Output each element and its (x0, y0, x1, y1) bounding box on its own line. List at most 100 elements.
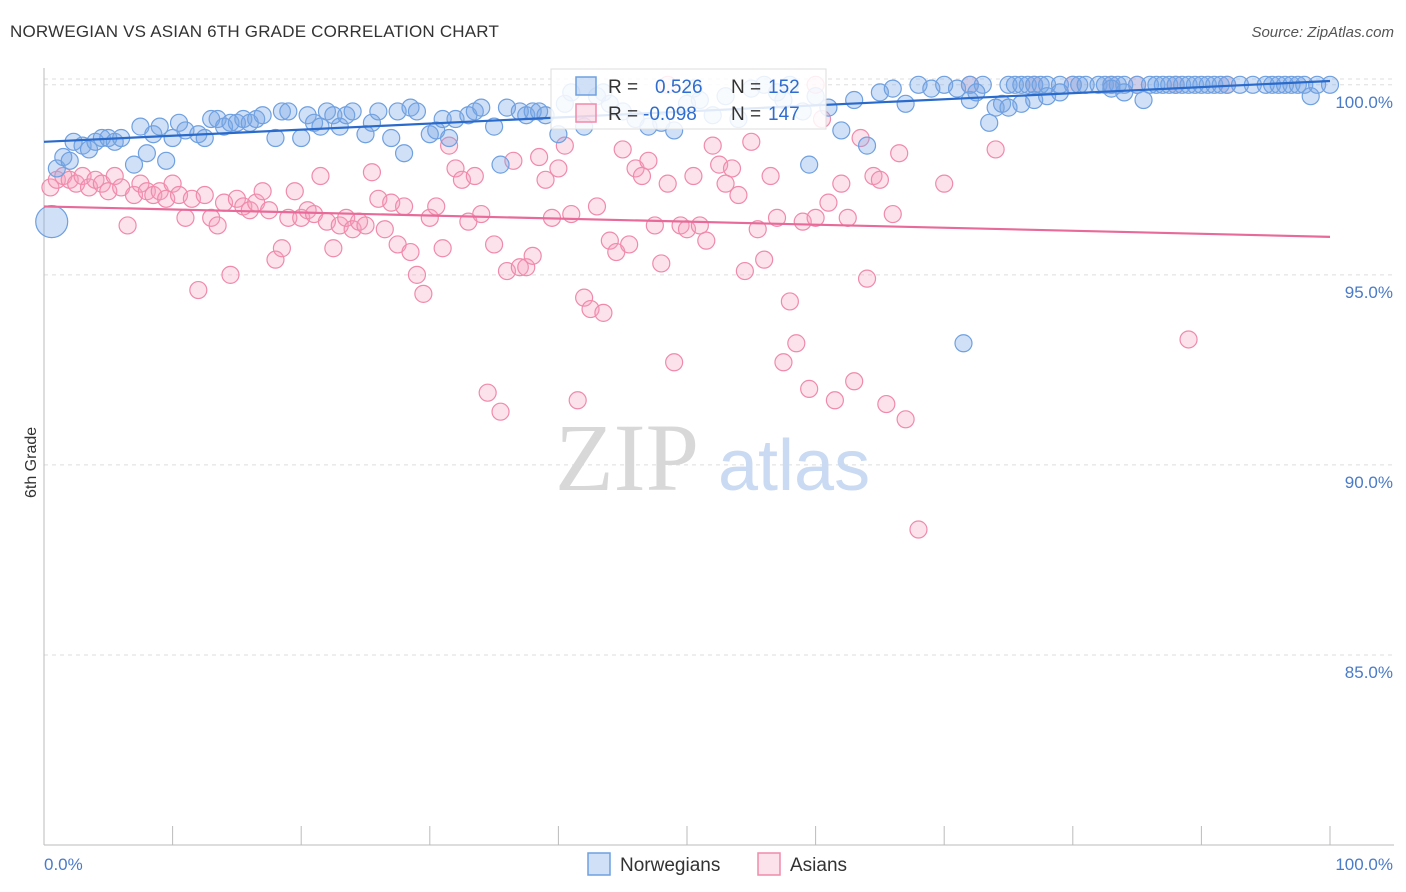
asian-point (845, 372, 864, 391)
asian-point (439, 136, 459, 155)
asian-point (176, 208, 195, 227)
asian-point (787, 334, 806, 353)
legend-r-value-asians: -0.098 (643, 104, 697, 125)
norwegian-point (857, 136, 877, 155)
norwegian-point (1320, 75, 1340, 94)
asian-point (221, 265, 240, 284)
norwegian-point (253, 106, 272, 125)
asian-point (472, 204, 491, 224)
norwegian-point (1185, 75, 1205, 94)
asian-point (755, 250, 774, 269)
norwegian-point (491, 155, 510, 174)
asian-point (478, 383, 497, 402)
norwegian-point (407, 102, 427, 121)
asian-point (324, 239, 343, 258)
asian-point (857, 269, 877, 288)
asian-point (684, 166, 703, 186)
legend-r-label-norwegians: R = (608, 77, 638, 98)
legend-n-label-asians: N = (731, 104, 761, 125)
asian-point (600, 231, 619, 250)
asian-point (774, 353, 793, 372)
asian-point (935, 174, 954, 193)
asian-point (594, 303, 613, 322)
norwegian-point (485, 117, 504, 136)
norwegian-point (266, 128, 285, 148)
x-tick-label: 0.0% (44, 855, 83, 874)
norwegian-point (1115, 83, 1134, 102)
watermark-zip: ZIP (555, 404, 699, 511)
bottom-legend-swatch-asians (757, 852, 781, 876)
asian-point (883, 204, 902, 224)
asian-point (729, 185, 748, 205)
legend-r-value-norwegians: 0.526 (655, 77, 703, 98)
norwegian-point (144, 125, 163, 144)
asian-point (407, 265, 427, 284)
bottom-legend-swatch-norwegians (587, 852, 611, 876)
norwegian-point (195, 128, 214, 148)
watermark-atlas: atlas (718, 426, 870, 506)
asian-point (851, 128, 870, 148)
y-tick-label: 95.0% (1345, 283, 1393, 302)
bottom-legend-label-asians: Asians (790, 855, 847, 876)
asian-point (613, 140, 632, 159)
asian-point (620, 235, 639, 254)
asian-point (722, 159, 742, 178)
asian-point (523, 246, 542, 265)
asian-point (832, 174, 851, 193)
asian-point (485, 235, 504, 254)
norwegian-point (1005, 75, 1025, 94)
norwegian-point (1288, 75, 1307, 94)
norwegian-point (960, 90, 980, 110)
asian-point (189, 280, 208, 300)
asian-point (896, 410, 915, 429)
norwegian-point (954, 334, 973, 353)
legend-n-value-norwegians: 152 (768, 77, 800, 98)
norwegian-point (1301, 87, 1320, 106)
norwegian-point (1012, 75, 1031, 94)
norwegian-point (382, 128, 401, 148)
asian-point (735, 261, 754, 281)
norwegian-point (394, 144, 414, 163)
axes (43, 68, 1394, 846)
legend-swatch-asians (575, 103, 597, 123)
asian-point (716, 174, 735, 193)
norwegian-point (960, 75, 980, 94)
asian-point (491, 402, 510, 421)
asian-point (227, 189, 246, 208)
asian-point (575, 288, 594, 307)
asian-point (195, 185, 214, 205)
asian-point (767, 208, 787, 227)
y-axis-title: 6th Grade (23, 427, 40, 498)
norwegian-point (169, 113, 189, 132)
norwegian-point (124, 155, 144, 174)
asian-point (890, 144, 909, 163)
asian-point (568, 391, 587, 410)
asian-point (394, 197, 414, 216)
norwegian-point (79, 140, 99, 159)
asian-point (665, 353, 684, 372)
series-legend: Norwegians Asians (587, 852, 847, 876)
norwegian-point (439, 128, 459, 148)
asian-point (587, 197, 607, 216)
norwegian-point (1031, 75, 1050, 94)
norwegian-point (1018, 75, 1037, 94)
asian-point (555, 136, 574, 155)
asian-point (131, 174, 150, 193)
asian-point (838, 208, 857, 227)
norwegian-point (279, 102, 298, 121)
norwegian-point (311, 117, 330, 136)
norwegian-point (472, 98, 491, 117)
y-tick-label: 85.0% (1345, 663, 1393, 682)
asian-point (517, 258, 536, 277)
norwegian-point (1275, 75, 1295, 94)
asian-point (703, 136, 722, 155)
norwegian-point (883, 79, 902, 98)
norwegian-point (800, 155, 819, 174)
norwegian-point (1025, 75, 1044, 94)
norwegian-point (324, 106, 343, 125)
asian-point (259, 201, 279, 220)
y-tick-label: 90.0% (1345, 473, 1393, 492)
asian-point (825, 391, 844, 410)
asian-point (1179, 330, 1198, 349)
asian-point (362, 163, 382, 182)
